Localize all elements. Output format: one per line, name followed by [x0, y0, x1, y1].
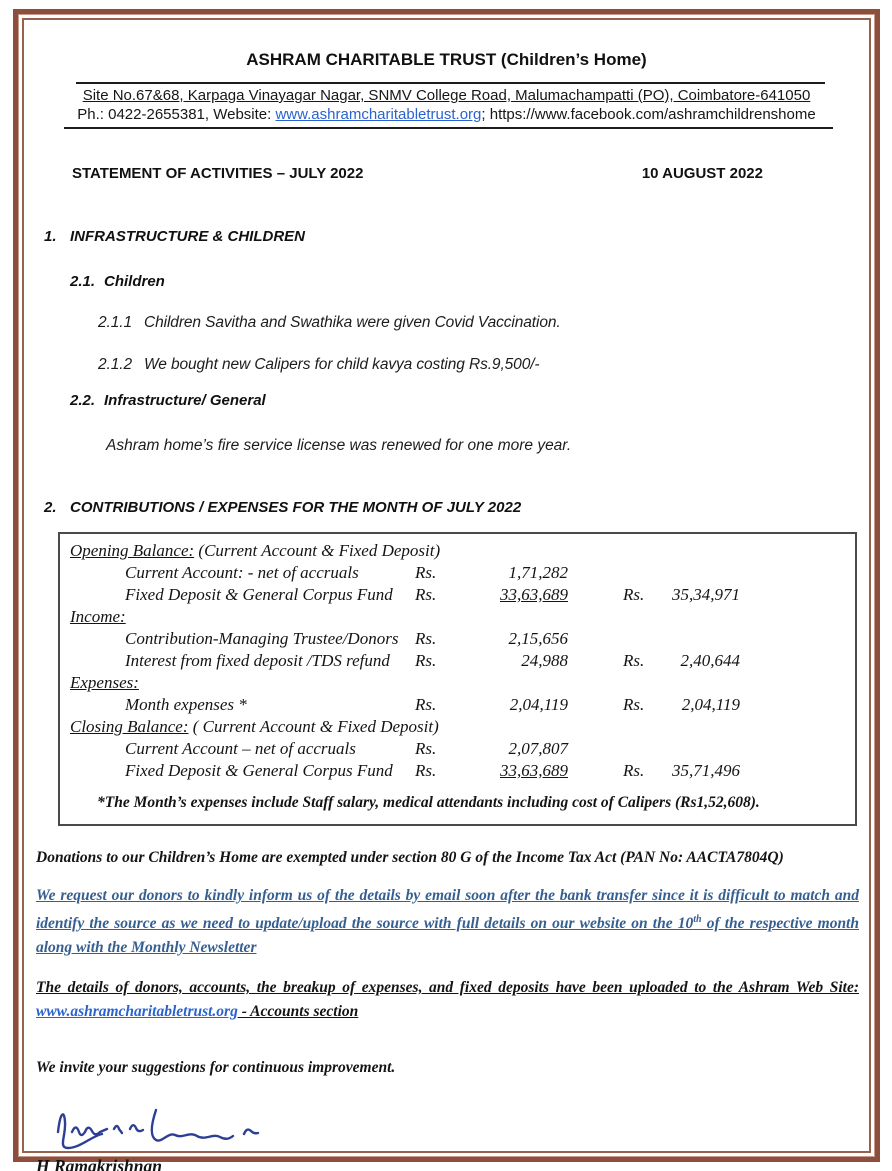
- section-1-heading: 1. INFRASTRUCTURE & CHILDREN: [44, 228, 859, 245]
- table-cell-amount: 2,04,119: [509, 695, 568, 714]
- accounts-section-link[interactable]: www.ashramcharitabletrust.org: [36, 1003, 238, 1021]
- table-cell-currency: [623, 738, 668, 760]
- table-cell-amount: 1,71,282: [508, 563, 569, 582]
- section-2-2-heading: 2.2. Infrastructure/ General: [70, 392, 859, 409]
- table-cell-amount: [668, 562, 740, 584]
- table-row-expenses: Expenses:: [60, 672, 855, 694]
- table-cell-amount: [668, 628, 740, 650]
- table-cell-label: Fixed Deposit & General Corpus Fund: [125, 585, 393, 604]
- statement-title: STATEMENT OF ACTIVITIES – JULY 2022: [72, 165, 364, 182]
- table-group-label: Expenses:: [70, 673, 139, 692]
- table-cell-amount: 2,07,807: [508, 739, 569, 758]
- signature: [48, 1102, 859, 1154]
- facebook-url-text: ; https://www.facebook.com/ashramchildre…: [481, 106, 816, 123]
- table-row: Fixed Deposit & General Corpus Fund Rs. …: [60, 584, 855, 606]
- table-cell-currency: Rs.: [415, 585, 437, 604]
- table-cell-amount: 24,988: [521, 651, 568, 670]
- decorative-frame: ASHRAM CHARITABLE TRUST (Children’s Home…: [13, 9, 880, 1171]
- header-divider-top: [76, 82, 825, 84]
- table-row: Month expenses * Rs. 2,04,119 Rs. 2,04,1…: [60, 694, 855, 716]
- table-cell-label: Current Account: - net of accruals: [125, 563, 359, 582]
- section-number: 2.: [44, 499, 57, 516]
- item-text: Children Savitha and Swathika were given…: [144, 314, 561, 331]
- table-cell-currency: [623, 628, 668, 650]
- table-cell-amount: 35,34,971: [672, 585, 740, 604]
- table-group-label: Income:: [70, 607, 126, 626]
- section-title: CONTRIBUTIONS / EXPENSES FOR THE MONTH O…: [70, 499, 522, 516]
- section-number: 2.1.: [70, 273, 96, 290]
- list-item-2-1-2: 2.1.2 We bought new Calipers for child k…: [98, 356, 859, 374]
- table-row: Fixed Deposit & General Corpus Fund Rs. …: [60, 760, 855, 782]
- table-cell-label: Contribution-Managing Trustee/Donors: [125, 629, 399, 648]
- table-cell-currency: Rs.: [415, 761, 437, 780]
- accounts-table: Opening Balance: (Current Account & Fixe…: [58, 532, 857, 826]
- table-row: Contribution-Managing Trustee/Donors Rs.…: [60, 628, 855, 650]
- table-cell-currency: Rs.: [415, 629, 437, 648]
- section-number: 1.: [44, 228, 57, 245]
- item-number: 2.1.1: [98, 314, 132, 331]
- statement-date: 10 AUGUST 2022: [641, 165, 763, 182]
- table-row-income: Income:: [60, 606, 855, 628]
- signature-scribble: [56, 1108, 260, 1150]
- table-cell-currency: Rs.: [415, 563, 437, 582]
- item-text: We bought new Calipers for child kavya c…: [144, 356, 540, 373]
- table-cell-currency: Rs.: [415, 651, 437, 670]
- table-cell-currency: Rs.: [623, 695, 645, 714]
- table-cell-currency: Rs.: [623, 585, 645, 604]
- letter-content: ASHRAM CHARITABLE TRUST (Children’s Home…: [24, 20, 869, 1171]
- contact-line: Ph.: 0422-2655381, Website: www.ashramch…: [34, 105, 859, 124]
- phone-text: Ph.: 0422-2655381, Website:: [77, 106, 276, 123]
- ordinal-superscript: th: [693, 914, 702, 925]
- table-row: Interest from fixed deposit /TDS refund …: [60, 650, 855, 672]
- table-cell-amount-subtotal: 33,63,689: [500, 585, 568, 604]
- section-number: 2.2.: [70, 392, 96, 409]
- fire-license-note: Ashram home’s fire service license was r…: [106, 437, 572, 454]
- table-row: Current Account: - net of accruals Rs. 1…: [60, 562, 855, 584]
- table-cell-currency: Rs.: [623, 651, 645, 670]
- table-cell-amount-subtotal: 33,63,689: [500, 761, 568, 780]
- table-cell-currency: [623, 562, 668, 584]
- table-row-closing-balance: Closing Balance: ( Current Account & Fix…: [70, 717, 439, 736]
- header-divider-bottom: [64, 127, 833, 129]
- statement-row: STATEMENT OF ACTIVITIES – JULY 2022 10 A…: [72, 165, 763, 182]
- table-cell-currency: Rs.: [415, 739, 437, 758]
- section-2-1-heading: 2.1. Children: [70, 273, 859, 290]
- decorative-frame-inner: ASHRAM CHARITABLE TRUST (Children’s Home…: [22, 18, 871, 1171]
- table-cell-label: Fixed Deposit & General Corpus Fund: [125, 761, 393, 780]
- table-cell-label: Month expenses *: [125, 695, 247, 714]
- address-line: Site No.67&68, Karpaga Vinayagar Nagar, …: [82, 87, 811, 104]
- donations-exemption-note: Donations to our Children’s Home are exe…: [36, 849, 784, 866]
- section-2-heading: 2. CONTRIBUTIONS / EXPENSES FOR THE MONT…: [44, 499, 859, 516]
- item-number: 2.1.2: [98, 356, 132, 373]
- table-cell-amount: [668, 738, 740, 760]
- table-cell-label: Current Account – net of accruals: [125, 739, 356, 758]
- table-row-opening-balance: Opening Balance: (Current Account & Fixe…: [60, 540, 855, 562]
- signatory-name: H Ramakrishnan: [36, 1156, 162, 1171]
- section-title: INFRASTRUCTURE & CHILDREN: [70, 228, 305, 245]
- table-cell-currency: Rs.: [415, 695, 437, 714]
- section-title: Infrastructure/ General: [104, 392, 266, 409]
- uploaded-details-paragraph: The details of donors, accounts, the bre…: [36, 979, 859, 1021]
- section-title: Children: [104, 273, 165, 290]
- table-group-label: Opening Balance:: [70, 541, 195, 560]
- table-group-label: Closing Balance:: [70, 717, 189, 736]
- website-link[interactable]: www.ashramcharitabletrust.org: [275, 106, 482, 123]
- table-cell-amount: 2,40,644: [680, 651, 741, 670]
- list-item-2-1-1: 2.1.1 Children Savitha and Swathika were…: [98, 314, 859, 332]
- table-cell-amount: 35,71,496: [672, 761, 740, 780]
- table-cell-label: Interest from fixed deposit /TDS refund: [125, 651, 390, 670]
- table-cell-amount: 2,15,656: [508, 629, 569, 648]
- table-row: Current Account – net of accruals Rs. 2,…: [60, 738, 855, 760]
- table-cell-amount: 2,04,119: [681, 695, 740, 714]
- table-group-label-rest: (Current Account & Fixed Deposit): [194, 541, 441, 560]
- suggestions-invite-line: We invite your suggestions for continuou…: [36, 1059, 396, 1077]
- org-title: ASHRAM CHARITABLE TRUST (Children’s Home…: [246, 50, 647, 69]
- table-cell-currency: Rs.: [623, 761, 645, 780]
- donor-request-paragraph: We request our donors to kindly inform u…: [36, 887, 859, 957]
- table-footnote: *The Month’s expenses include Staff sala…: [97, 794, 760, 811]
